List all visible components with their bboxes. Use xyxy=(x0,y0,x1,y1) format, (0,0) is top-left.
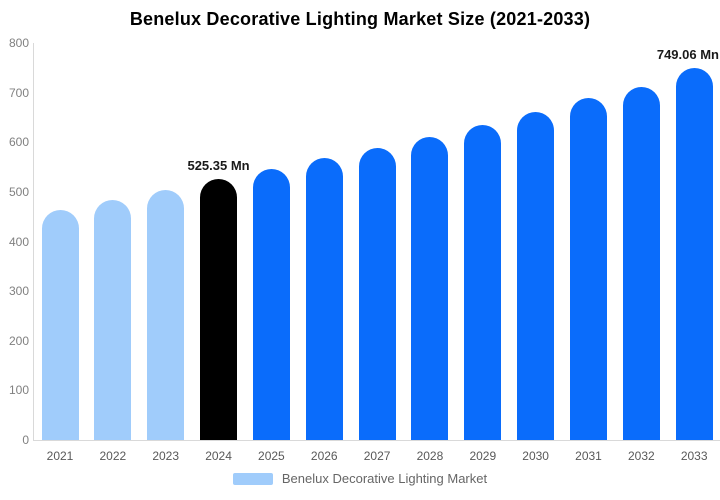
x-axis-label-2031: 2031 xyxy=(575,449,602,463)
x-axis-label-2032: 2032 xyxy=(627,449,655,463)
x-axis-label-2033: 2033 xyxy=(680,449,708,463)
x-axis-label-2025: 2025 xyxy=(258,449,285,463)
bar-2032[interactable] xyxy=(622,87,660,440)
bar-2026[interactable] xyxy=(305,158,343,440)
bar-2023[interactable] xyxy=(147,189,185,440)
bar-value-label: 749.06 Mn xyxy=(656,47,719,63)
legend-swatch xyxy=(232,473,273,485)
bar-2022[interactable] xyxy=(94,199,132,440)
x-axis-label-2028: 2028 xyxy=(416,449,444,463)
y-axis-tick-label: 500 xyxy=(8,184,29,199)
y-axis-tick-label: 200 xyxy=(8,333,29,348)
x-axis-label-2021: 2021 xyxy=(46,449,74,463)
x-axis-label-2026: 2026 xyxy=(310,449,338,463)
bar-2025[interactable] xyxy=(252,169,290,440)
y-axis-tick-label: 700 xyxy=(8,85,29,100)
bar-2024[interactable] xyxy=(200,179,238,440)
bar-2030[interactable] xyxy=(517,112,555,440)
y-axis-tick-label: 600 xyxy=(8,135,29,150)
legend: Benelux Decorative Lighting Market xyxy=(0,471,720,487)
y-axis-tick-label: 300 xyxy=(8,284,29,299)
x-axis-label-2027: 2027 xyxy=(363,449,391,463)
x-axis-label-2023: 2023 xyxy=(152,449,180,463)
bar-value-label: 525.35 Mn xyxy=(187,158,250,174)
x-axis-label-2029: 2029 xyxy=(469,449,497,463)
bar-2027[interactable] xyxy=(358,148,396,440)
chart-title: Benelux Decorative Lighting Market Size … xyxy=(129,9,591,29)
bar-2028[interactable] xyxy=(411,136,449,440)
bar-2033[interactable] xyxy=(675,68,713,440)
y-axis-tick-label: 800 xyxy=(8,36,29,50)
legend-label: Benelux Decorative Lighting Market xyxy=(281,471,488,486)
x-axis-label-2030: 2030 xyxy=(522,449,549,463)
legend-item-benelux-market[interactable]: Benelux Decorative Lighting Market xyxy=(232,471,488,487)
x-axis-label-2024: 2024 xyxy=(205,449,232,463)
bar-2029[interactable] xyxy=(464,124,502,440)
bar-2021[interactable] xyxy=(41,209,79,440)
x-axis-label-2022: 2022 xyxy=(99,449,127,463)
y-axis-tick-label: 0 xyxy=(22,433,29,447)
x-axis-line xyxy=(33,440,720,441)
y-axis-line xyxy=(33,43,34,440)
bar-2031[interactable] xyxy=(570,98,607,440)
y-axis-tick-label: 400 xyxy=(8,234,29,249)
y-axis-tick-label: 100 xyxy=(8,383,29,398)
